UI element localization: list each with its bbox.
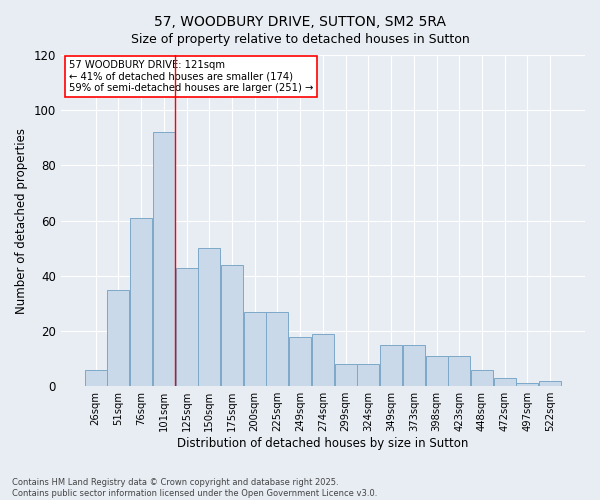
Text: Contains HM Land Registry data © Crown copyright and database right 2025.
Contai: Contains HM Land Registry data © Crown c… <box>12 478 377 498</box>
Bar <box>266 312 289 386</box>
Bar <box>471 370 493 386</box>
Bar <box>85 370 107 386</box>
Bar <box>289 336 311 386</box>
Bar <box>312 334 334 386</box>
Bar <box>130 218 152 386</box>
Bar <box>198 248 220 386</box>
Bar <box>244 312 266 386</box>
Bar <box>176 268 197 386</box>
Text: 57, WOODBURY DRIVE, SUTTON, SM2 5RA: 57, WOODBURY DRIVE, SUTTON, SM2 5RA <box>154 15 446 29</box>
Bar <box>448 356 470 386</box>
Text: 57 WOODBURY DRIVE: 121sqm
← 41% of detached houses are smaller (174)
59% of semi: 57 WOODBURY DRIVE: 121sqm ← 41% of detac… <box>68 60 313 93</box>
Text: Size of property relative to detached houses in Sutton: Size of property relative to detached ho… <box>131 32 469 46</box>
Bar <box>358 364 379 386</box>
X-axis label: Distribution of detached houses by size in Sutton: Distribution of detached houses by size … <box>177 437 469 450</box>
Bar <box>380 345 402 386</box>
Bar <box>335 364 356 386</box>
Bar <box>221 265 243 386</box>
Bar <box>107 290 130 386</box>
Y-axis label: Number of detached properties: Number of detached properties <box>15 128 28 314</box>
Bar <box>403 345 425 386</box>
Bar <box>517 384 538 386</box>
Bar <box>153 132 175 386</box>
Bar <box>494 378 516 386</box>
Bar <box>425 356 448 386</box>
Bar <box>539 380 561 386</box>
